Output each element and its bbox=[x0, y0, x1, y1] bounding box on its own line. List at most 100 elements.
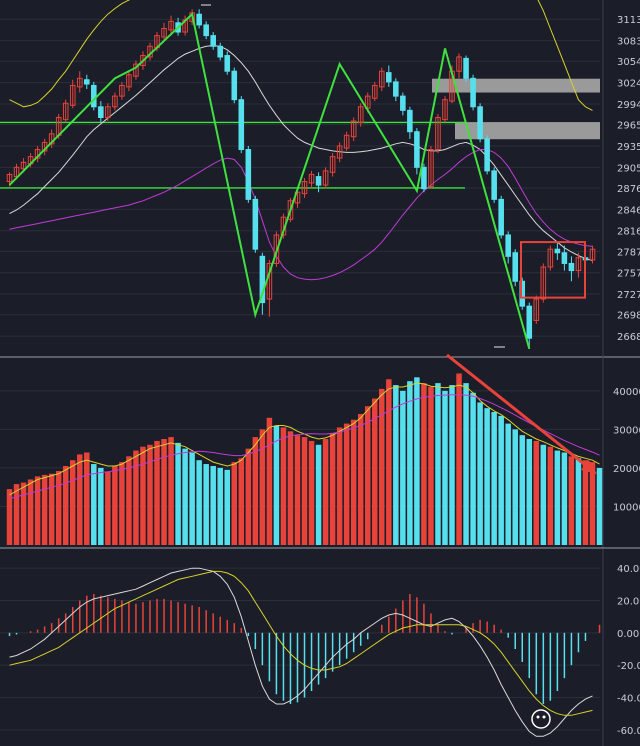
candle-body bbox=[414, 131, 420, 168]
candle-body bbox=[357, 106, 364, 123]
volume-bar bbox=[182, 448, 188, 545]
volume-bar bbox=[196, 460, 202, 545]
volume-bar bbox=[34, 476, 41, 545]
candle-body bbox=[76, 77, 83, 88]
price-panel: 3113 3083 3054 3024 2994 2965 2935 2905 2876 2846… bbox=[0, 0, 640, 350]
volume-bar bbox=[491, 412, 497, 545]
volume-tick-label: 20000 bbox=[613, 464, 640, 475]
candle-body bbox=[428, 149, 434, 188]
volume-bar bbox=[69, 460, 76, 545]
volume-bar bbox=[350, 419, 357, 545]
price-tick-label: 3024 bbox=[617, 79, 640, 90]
price-tick-label: 2787 bbox=[617, 247, 640, 258]
watermark-logo-eye-icon bbox=[536, 715, 540, 719]
price-tick-label: 2935 bbox=[617, 142, 640, 153]
candle-body bbox=[336, 145, 343, 159]
volume-bar bbox=[27, 479, 34, 545]
volume-bar bbox=[84, 452, 90, 545]
volume-bar bbox=[13, 484, 20, 545]
candle-body bbox=[364, 95, 371, 109]
macd-panel: 40.00 20.00 0.00 -20.00 -40.00 -60.00 bbox=[0, 547, 640, 737]
macd-dea-line bbox=[9, 570, 593, 716]
price-tick-label: 3083 bbox=[617, 37, 640, 48]
volume-bar bbox=[105, 471, 111, 545]
candle-body bbox=[498, 198, 504, 236]
price-tick-label: 2876 bbox=[617, 184, 640, 195]
volume-bar bbox=[287, 431, 294, 545]
candle-body bbox=[442, 99, 448, 121]
candle-body bbox=[568, 262, 575, 272]
candle-body bbox=[407, 109, 413, 133]
volume-bar bbox=[547, 446, 554, 545]
candle-body bbox=[301, 181, 308, 195]
candle-body bbox=[519, 280, 526, 307]
volume-bar bbox=[210, 465, 216, 545]
macd-tick-label: 20.00 bbox=[617, 597, 640, 608]
candle-body bbox=[6, 173, 13, 183]
volume-bar bbox=[568, 456, 575, 545]
volume-bar bbox=[224, 469, 230, 545]
watermark bbox=[531, 709, 551, 729]
candle-body bbox=[561, 252, 568, 264]
gap-band bbox=[455, 122, 600, 140]
watermark-logo-icon bbox=[531, 709, 551, 729]
volume-tick-label: 10000 bbox=[613, 502, 640, 513]
price-tick-label: 2905 bbox=[617, 163, 640, 174]
volume-bar bbox=[231, 462, 238, 545]
candle-body bbox=[168, 20, 174, 31]
ma-white-line bbox=[9, 45, 593, 262]
volume-bar bbox=[364, 406, 371, 545]
volume-bar bbox=[175, 442, 181, 545]
candle-body bbox=[224, 55, 231, 72]
volume-tick-label: 30000 bbox=[613, 425, 640, 436]
candle-body bbox=[210, 35, 216, 47]
volume-bar bbox=[512, 429, 518, 545]
volume-bar bbox=[294, 435, 301, 545]
volume-bar bbox=[561, 452, 568, 545]
ma-magenta-line bbox=[9, 149, 593, 281]
volume-bar bbox=[147, 444, 153, 545]
candle-body bbox=[287, 200, 294, 220]
candle-body bbox=[526, 305, 533, 339]
candle-body bbox=[91, 84, 97, 108]
price-tick-label: 2757 bbox=[617, 269, 640, 280]
volume-bar bbox=[301, 437, 308, 545]
candle-body bbox=[329, 156, 336, 173]
volume-bar bbox=[596, 467, 603, 545]
volume-bar bbox=[280, 427, 287, 545]
volume-bar bbox=[77, 454, 83, 545]
macd-dif-line bbox=[9, 567, 593, 737]
candle-body bbox=[133, 63, 139, 77]
candle-body bbox=[273, 234, 280, 264]
volume-bar bbox=[91, 464, 97, 545]
candle-body bbox=[463, 57, 469, 79]
candle-body bbox=[540, 266, 547, 300]
volume-bar bbox=[407, 381, 413, 545]
candle-body bbox=[308, 173, 315, 184]
volume-bar bbox=[442, 390, 448, 545]
volume-bar bbox=[484, 408, 490, 545]
volume-bar bbox=[329, 433, 336, 545]
volume-bar bbox=[343, 423, 350, 545]
volume-bar bbox=[154, 440, 160, 545]
price-tick-label: 2994 bbox=[617, 100, 640, 111]
candle-body bbox=[203, 24, 209, 37]
candle-body bbox=[343, 134, 350, 149]
macd-tick-label: -40.00 bbox=[617, 694, 640, 705]
wave-zigzag-line bbox=[8, 12, 531, 350]
candle-body bbox=[140, 55, 146, 67]
candle-body bbox=[421, 166, 427, 190]
volume-bar bbox=[519, 435, 525, 545]
candle-body bbox=[491, 170, 497, 200]
candle-body bbox=[161, 27, 167, 38]
candle-body bbox=[400, 95, 406, 111]
volume-bar bbox=[55, 471, 62, 545]
candle-body bbox=[386, 72, 392, 83]
volume-bar bbox=[238, 458, 245, 545]
volume-bar bbox=[119, 462, 125, 545]
volume-bar bbox=[217, 467, 223, 545]
volume-tick-label: 40000 bbox=[613, 387, 640, 398]
volume-bar bbox=[428, 386, 434, 545]
candle-body bbox=[512, 252, 519, 282]
